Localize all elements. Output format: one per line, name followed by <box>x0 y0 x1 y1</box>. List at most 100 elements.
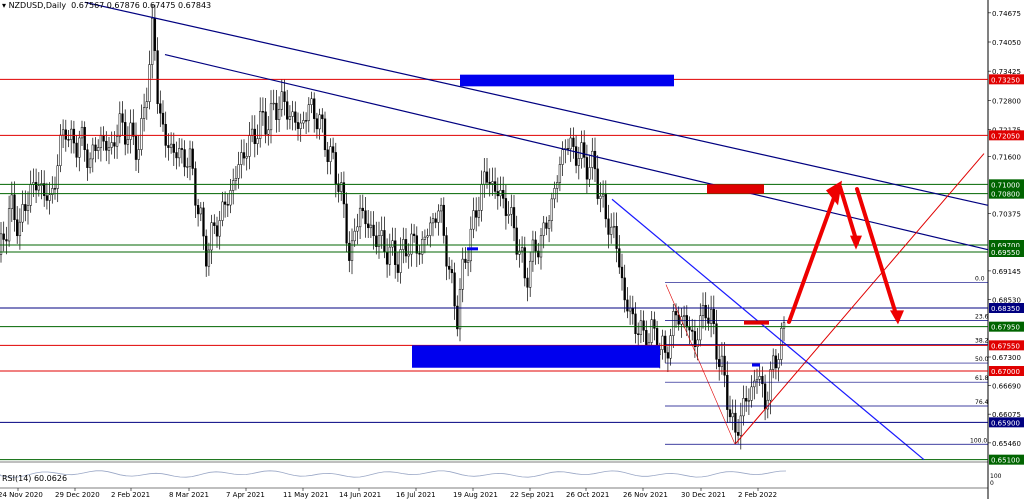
candle-body <box>507 213 510 216</box>
candle-body <box>210 222 213 251</box>
y-tick-label: 0.74050 <box>992 39 1021 47</box>
level-price-tag <box>989 179 1024 190</box>
rsi-scale-100: 100 <box>990 473 1002 480</box>
candle-body <box>518 250 521 255</box>
candle-body <box>199 207 202 215</box>
candle-body <box>701 305 705 317</box>
candle-body <box>172 143 175 153</box>
candle-body <box>97 147 100 151</box>
candle-body <box>709 309 713 324</box>
candle-body <box>369 224 373 229</box>
candle-body <box>512 207 516 229</box>
candle-body <box>418 253 421 255</box>
candle-body <box>207 249 211 267</box>
candle-body <box>383 230 386 253</box>
candle-body <box>615 226 618 249</box>
candle-body <box>321 114 324 120</box>
candle-body <box>178 148 181 159</box>
candle-body <box>194 168 197 206</box>
level-price-text: 0.69550 <box>991 249 1020 257</box>
candle-body <box>402 239 405 250</box>
candle-body <box>475 210 478 218</box>
candle-body <box>302 120 305 124</box>
candle-body <box>618 248 621 268</box>
y-tick-label: 0.73425 <box>992 68 1021 76</box>
candle-body <box>439 204 443 212</box>
candle-body <box>67 139 70 141</box>
candle-body <box>388 246 391 265</box>
candle-body <box>620 266 624 279</box>
candle-body <box>2 233 5 240</box>
candle-body <box>223 201 227 205</box>
candle-body <box>399 249 402 273</box>
candle-body <box>442 204 445 236</box>
x-tick-label: 7 Apr 2021 <box>226 491 265 499</box>
candle-body <box>0 233 3 255</box>
candle-body <box>704 305 707 319</box>
x-tick-label: 26 Nov 2021 <box>623 491 668 499</box>
candle-body <box>574 146 578 166</box>
candle-body <box>250 128 254 136</box>
candle-body <box>728 409 732 418</box>
candle-body <box>253 128 256 144</box>
candle-body <box>745 398 748 402</box>
candle-body <box>502 190 505 199</box>
candle-body <box>569 137 572 150</box>
candle-body <box>526 277 529 288</box>
dropdown-arrow-icon[interactable]: ▾ <box>2 1 9 10</box>
candle-body <box>612 226 616 228</box>
level-price-text: 0.65900 <box>991 419 1020 427</box>
trendline-main <box>84 1 989 206</box>
candle-body <box>18 221 22 237</box>
candle-body <box>326 149 329 162</box>
candle-body <box>712 309 715 324</box>
candle-body <box>639 320 643 335</box>
candle-body <box>51 188 54 195</box>
candle-body <box>191 148 194 169</box>
candle-body <box>356 226 359 232</box>
candle-body <box>461 258 464 290</box>
candle-body <box>682 315 686 317</box>
candle-body <box>261 111 265 113</box>
candle-body <box>688 326 691 331</box>
x-tick-label: 19 Aug 2021 <box>453 491 498 499</box>
candle-body <box>772 355 775 370</box>
candle-body <box>110 142 113 148</box>
candle-body <box>242 152 246 159</box>
candle-body <box>464 258 467 263</box>
small-zone-marker-2 <box>752 363 760 367</box>
candle-body <box>248 135 251 157</box>
candle-body <box>34 182 38 191</box>
candle-body <box>280 91 283 110</box>
candle-body <box>556 182 559 189</box>
candle-body <box>299 122 302 129</box>
candle-body <box>329 146 332 162</box>
candle-body <box>350 240 354 261</box>
candle-body <box>105 140 108 151</box>
fib-level-label: 61.8 <box>975 375 989 382</box>
candle-body <box>134 136 138 160</box>
candle-body <box>156 50 159 104</box>
level-price-tag <box>989 340 1024 351</box>
channel-line <box>611 198 925 461</box>
ohlc-values: 0.67567 0.67876 0.67475 0.67843 <box>71 1 212 10</box>
chart-header: ▾ NZDUSD,Daily 0.67567 0.67876 0.67475 0… <box>2 1 211 10</box>
candle-body <box>572 137 575 147</box>
entry-zone <box>744 320 769 325</box>
candle-body <box>294 111 297 123</box>
candle-body <box>229 190 232 206</box>
candle-body <box>245 156 248 159</box>
supply-zone-top <box>460 74 674 87</box>
candle-body <box>477 210 481 218</box>
candle-body <box>186 166 189 168</box>
candle-body <box>291 111 294 117</box>
candle-body <box>480 183 483 211</box>
candle-body <box>453 272 456 307</box>
candle-body <box>380 230 383 237</box>
candle-body <box>45 195 49 201</box>
candle-body <box>196 205 200 215</box>
candle-body <box>288 116 292 120</box>
level-price-tag <box>989 321 1024 332</box>
candle-body <box>148 64 151 102</box>
